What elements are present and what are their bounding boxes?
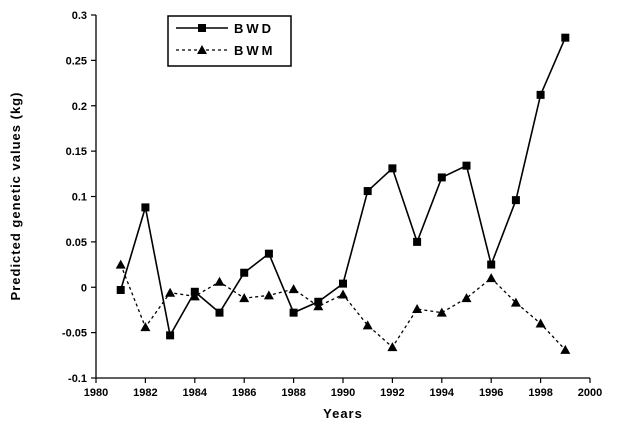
data-point-bwm <box>263 290 274 300</box>
y-ticks: 0.3 0.25 0.2 0.15 0.1 0.05 0 -0.05 -0.1 <box>62 10 96 385</box>
x-tick-label: 1986 <box>232 387 256 399</box>
data-point-bwm <box>387 342 398 352</box>
data-point-bwm <box>362 320 373 330</box>
y-axis-title: Predicted genetic values (kg) <box>8 92 23 301</box>
y-tick-label: 0.2 <box>72 101 87 113</box>
data-point-bwd <box>388 164 397 173</box>
data-point-bwd <box>363 187 372 196</box>
x-axis-title: Years <box>323 406 363 421</box>
legend-entry-bwd: BWD <box>176 21 274 36</box>
data-point-bwm <box>412 304 423 314</box>
data-point-bwd <box>511 196 520 205</box>
data-point-bwd <box>289 308 298 317</box>
y-tick-label: 0.3 <box>72 10 87 22</box>
data-point-bwd <box>240 268 249 277</box>
y-tick-label: 0.1 <box>72 192 87 204</box>
data-point-bwm <box>165 287 176 297</box>
data-point-bwd <box>339 279 347 288</box>
x-tick-label: 2000 <box>578 387 602 399</box>
series-line-bwm <box>120 264 566 351</box>
legend-swatch-bwd-marker <box>198 24 206 32</box>
x-ticks: 1980 1982 1984 1986 1988 1990 1992 1994 1996 1998… <box>84 378 602 399</box>
x-tick-label: 1982 <box>133 387 157 399</box>
data-point-bwm <box>140 322 151 332</box>
data-point-bwd <box>166 331 175 340</box>
data-point-bwd <box>437 173 446 182</box>
data-point-bwm <box>461 293 472 303</box>
x-tick-label: 1998 <box>528 387 552 399</box>
data-point-bwm <box>436 307 447 317</box>
y-tick-label: 0.05 <box>66 237 87 249</box>
data-point-bwm <box>189 291 200 301</box>
data-point-bwm <box>214 276 225 286</box>
legend-box <box>167 15 292 67</box>
legend-swatch-bwm-marker <box>197 45 207 54</box>
x-tick-label: 1992 <box>380 387 404 399</box>
data-point-bwm <box>313 301 324 311</box>
data-point-bwd <box>141 203 150 212</box>
data-point-bwd <box>264 249 273 258</box>
legend: BWD BWM <box>167 15 292 67</box>
x-tick-label: 1980 <box>84 387 108 399</box>
x-tick-label: 1996 <box>479 387 503 399</box>
data-point-bwd <box>561 33 570 42</box>
y-tick-label: -0.1 <box>68 373 87 385</box>
data-point-bwm <box>239 293 250 303</box>
data-point-bwm <box>535 318 546 328</box>
data-point-bwd <box>413 237 422 246</box>
y-tick-label: -0.05 <box>62 328 87 340</box>
legend-label-bwm: BWM <box>234 43 276 58</box>
data-point-bwd <box>487 260 496 269</box>
x-tick-label: 1984 <box>183 387 208 399</box>
data-point-bwd <box>536 90 545 99</box>
data-point-bwd <box>462 161 471 170</box>
y-tick-label: 0.25 <box>66 55 87 67</box>
plot-area <box>115 33 571 354</box>
y-tick-label: 0.15 <box>66 146 87 158</box>
y-tick-label: 0 <box>81 282 87 294</box>
x-tick-label: 1990 <box>331 387 355 399</box>
data-point-bwm <box>486 273 497 283</box>
data-point-bwd <box>116 285 125 294</box>
legend-label-bwd: BWD <box>234 21 274 36</box>
x-tick-label: 1988 <box>281 387 305 399</box>
data-point-bwm <box>338 289 348 299</box>
data-point-bwd <box>215 308 224 317</box>
x-tick-label: 1994 <box>430 387 455 399</box>
legend-entry-bwm: BWM <box>176 43 276 58</box>
data-point-bwm <box>510 297 521 307</box>
data-point-bwm <box>288 284 299 294</box>
data-point-bwm <box>115 259 126 269</box>
data-point-bwm <box>560 344 571 354</box>
